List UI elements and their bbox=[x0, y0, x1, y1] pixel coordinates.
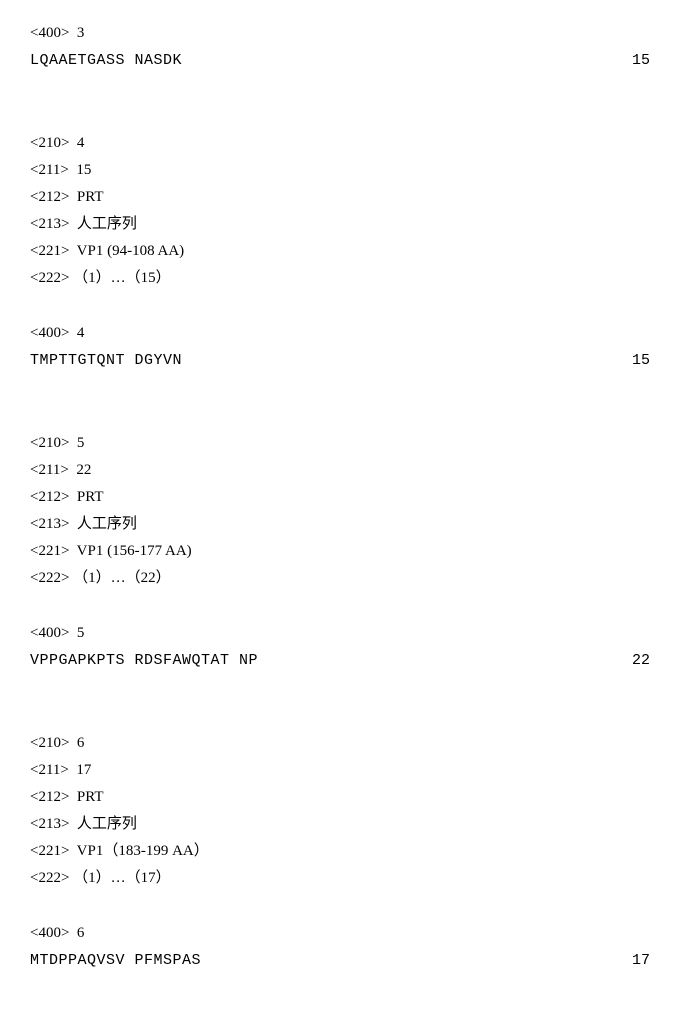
sequence-length: 17 bbox=[632, 947, 650, 974]
spacer bbox=[30, 402, 650, 430]
tag-213: <213> 人工序列 bbox=[30, 511, 650, 538]
tag-222: <222> （1）…（17） bbox=[30, 865, 650, 892]
tag-211: <211> 17 bbox=[30, 757, 650, 784]
tag-211: <211> 22 bbox=[30, 457, 650, 484]
sequence-line: LQAAETGASS NASDK 15 bbox=[30, 47, 650, 74]
tag-210: <210> 6 bbox=[30, 730, 650, 757]
sequence-line: VPPGAPKPTS RDSFAWQTAT NP 22 bbox=[30, 647, 650, 674]
sequence-length: 15 bbox=[632, 47, 650, 74]
tag-400: <400> 4 bbox=[30, 320, 650, 347]
tag-221: <221> VP1（183-199 AA） bbox=[30, 838, 650, 865]
tag-213: <213> 人工序列 bbox=[30, 811, 650, 838]
tag-212: <212> PRT bbox=[30, 484, 650, 511]
spacer bbox=[30, 702, 650, 730]
tag-210: <210> 4 bbox=[30, 130, 650, 157]
sequence-text: VPPGAPKPTS RDSFAWQTAT NP bbox=[30, 647, 258, 674]
sequence-text: LQAAETGASS NASDK bbox=[30, 47, 182, 74]
tag-400: <400> 5 bbox=[30, 620, 650, 647]
tag-400: <400> 3 bbox=[30, 20, 650, 47]
tag-212: <212> PRT bbox=[30, 784, 650, 811]
spacer bbox=[30, 292, 650, 320]
tag-213: <213> 人工序列 bbox=[30, 211, 650, 238]
spacer bbox=[30, 102, 650, 130]
sequence-length: 15 bbox=[632, 347, 650, 374]
tag-400: <400> 6 bbox=[30, 920, 650, 947]
spacer bbox=[30, 892, 650, 920]
sequence-line: TMPTTGTQNT DGYVN 15 bbox=[30, 347, 650, 374]
sequence-text: MTDPPAQVSV PFMSPAS bbox=[30, 947, 201, 974]
tag-222: <222> （1）…（22） bbox=[30, 565, 650, 592]
tag-221: <221> VP1 (156-177 AA) bbox=[30, 538, 650, 565]
sequence-text: TMPTTGTQNT DGYVN bbox=[30, 347, 182, 374]
tag-210: <210> 5 bbox=[30, 430, 650, 457]
tag-222: <222> （1）…（15） bbox=[30, 265, 650, 292]
sequence-length: 22 bbox=[632, 647, 650, 674]
sequence-entry: <210> 6 <211> 17 <212> PRT <213> 人工序列 <2… bbox=[30, 730, 650, 974]
sequence-entry: <400> 3 LQAAETGASS NASDK 15 bbox=[30, 20, 650, 74]
sequence-entry: <210> 4 <211> 15 <212> PRT <213> 人工序列 <2… bbox=[30, 130, 650, 374]
sequence-entry: <210> 5 <211> 22 <212> PRT <213> 人工序列 <2… bbox=[30, 430, 650, 674]
tag-211: <211> 15 bbox=[30, 157, 650, 184]
tag-212: <212> PRT bbox=[30, 184, 650, 211]
sequence-line: MTDPPAQVSV PFMSPAS 17 bbox=[30, 947, 650, 974]
tag-221: <221> VP1 (94-108 AA) bbox=[30, 238, 650, 265]
spacer bbox=[30, 592, 650, 620]
